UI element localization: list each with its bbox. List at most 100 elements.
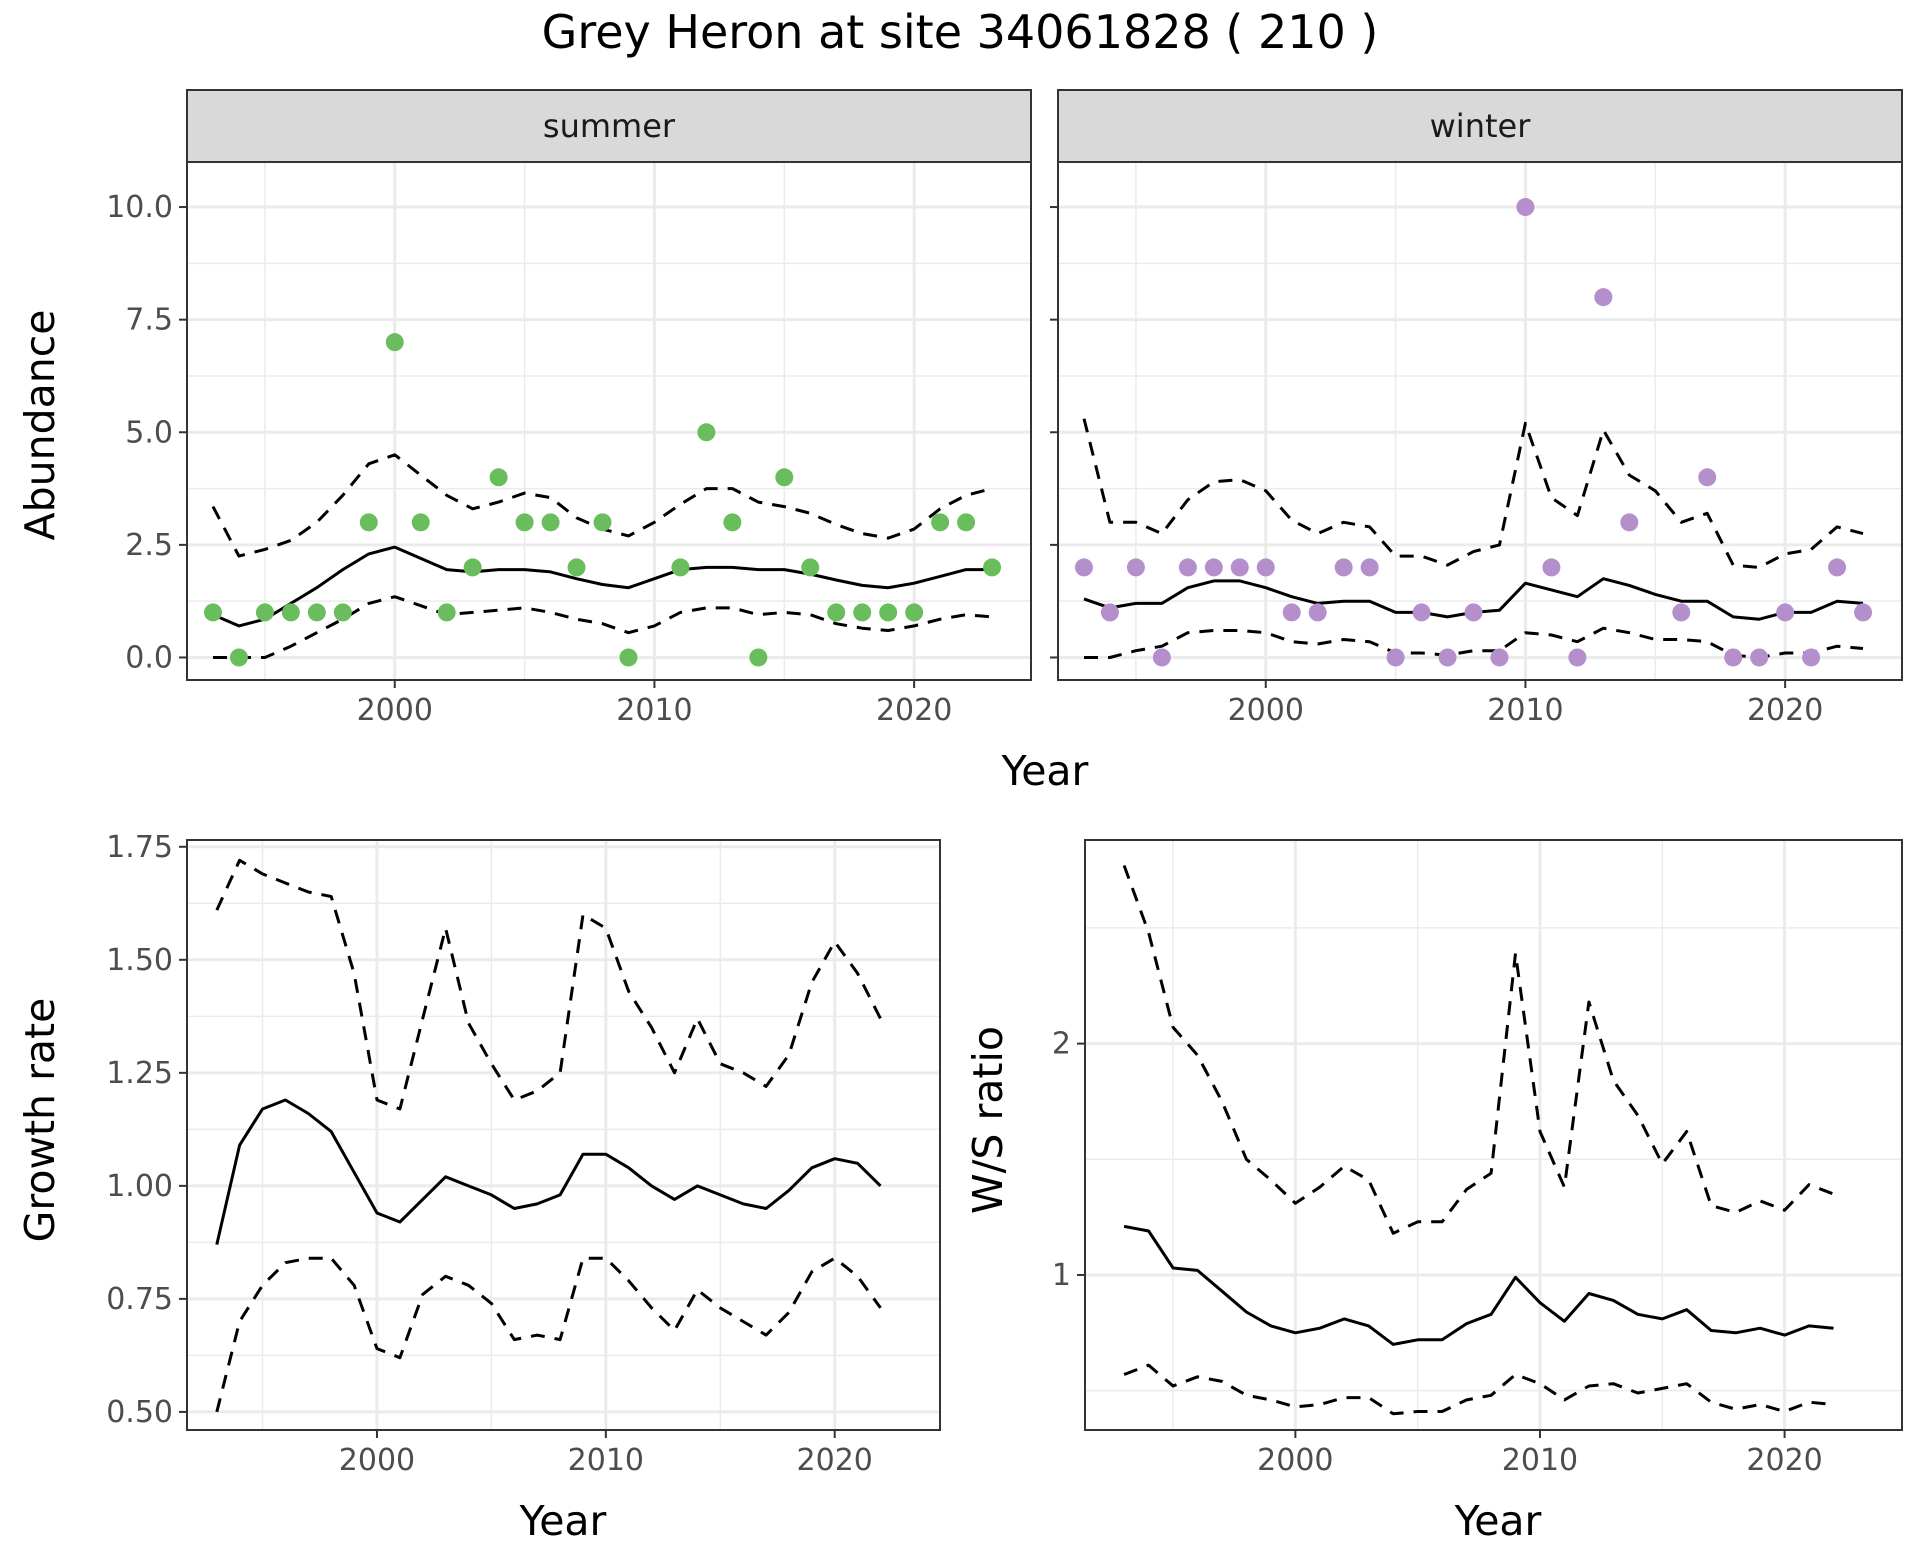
summer-x-tick-label: 2020 xyxy=(876,693,952,728)
winter-data-point xyxy=(1854,603,1873,622)
summer-data-point xyxy=(801,558,820,577)
plot-summer: 2000 2010 2020 0.0 2.5 5.0 7.5 10.0 xyxy=(106,161,1032,728)
growth-x-tick-label: 2000 xyxy=(339,1443,415,1478)
summer-data-point xyxy=(593,513,612,532)
winter-data-point xyxy=(1152,648,1171,667)
winter-lower-band-line xyxy=(1084,626,1864,659)
winter-data-point xyxy=(1672,603,1691,622)
panel-ws-ratio: 2000 2010 2020 1 2 xyxy=(1052,839,1903,1478)
summer-x-tick-label: 2010 xyxy=(616,693,692,728)
growth-y-tick-label: 0.75 xyxy=(106,1282,173,1317)
winter-data-point xyxy=(1230,558,1249,577)
summer-y-tick-label: 7.5 xyxy=(125,303,173,338)
strip-winter xyxy=(1057,89,1903,163)
summer-data-point xyxy=(333,603,352,622)
abundance-y-axis-label: Abundance xyxy=(16,310,64,541)
panel-winter: winter 2000 2010 2020 xyxy=(1050,89,1903,728)
plot-winter: 2000 2010 2020 xyxy=(1050,161,1903,728)
summer-data-point xyxy=(671,558,690,577)
growth-y-tick-label: 1.75 xyxy=(106,830,173,865)
growth-y-tick-label: 1.00 xyxy=(106,1169,173,1204)
ws_ratio-x-tick-label: 2010 xyxy=(1502,1443,1578,1478)
summer-data-point xyxy=(307,603,326,622)
summer-data-point xyxy=(359,513,378,532)
winter-data-point xyxy=(1308,603,1327,622)
summer-data-point xyxy=(775,468,794,487)
winter-data-point xyxy=(1126,558,1145,577)
summer-y-tick-label: 10.0 xyxy=(106,190,173,225)
summer-data-point xyxy=(489,468,508,487)
winter-data-point xyxy=(1412,603,1431,622)
winter-panel-border xyxy=(1057,161,1903,681)
winter-data-point xyxy=(1828,558,1847,577)
winter-data-point xyxy=(1438,648,1457,667)
summer-data-point xyxy=(827,603,846,622)
abundance-x-axis-label: Year xyxy=(1001,747,1089,795)
winter-data-point xyxy=(1802,648,1821,667)
summer-data-point xyxy=(229,648,248,667)
growth-y-axis-label: Growth rate xyxy=(16,998,64,1243)
ws_ratio-x-tick-label: 2020 xyxy=(1746,1443,1822,1478)
ws_ratio-y-tick-label: 2 xyxy=(1052,1027,1071,1062)
winter-data-point xyxy=(1256,558,1275,577)
ws_ratio-panel-border xyxy=(1084,839,1903,1431)
summer-data-point xyxy=(437,603,456,622)
summer-data-point xyxy=(255,603,274,622)
growth-upper-band-line xyxy=(215,858,882,1111)
summer-upper-band-line xyxy=(211,453,993,558)
winter-data-point xyxy=(1204,558,1223,577)
summer-data-point xyxy=(203,603,222,622)
growth-lower-band-line xyxy=(215,1256,882,1413)
summer-data-point xyxy=(463,558,482,577)
plot-ws: 2000 2010 2020 1 2 xyxy=(1052,839,1903,1478)
ws_ratio-lower-band-line xyxy=(1123,1363,1834,1416)
summer-y-tick-label: 2.5 xyxy=(125,528,173,563)
summer-data-point xyxy=(541,513,560,532)
summer-data-point xyxy=(749,648,768,667)
strip-summer xyxy=(186,89,1032,163)
summer-data-point xyxy=(515,513,534,532)
growth-x-tick-label: 2020 xyxy=(797,1443,873,1478)
winter-data-point xyxy=(1594,288,1613,307)
winter-data-point xyxy=(1282,603,1301,622)
winter-data-point xyxy=(1178,558,1197,577)
growth-y-tick-label: 0.50 xyxy=(106,1395,173,1430)
figure-title: Grey Heron at site 34061828 ( 210 ) xyxy=(542,5,1379,59)
growth-x-tick-label: 2010 xyxy=(568,1443,644,1478)
growth-panel-border xyxy=(186,839,941,1431)
winter-data-point xyxy=(1542,558,1561,577)
winter-data-point xyxy=(1464,603,1483,622)
summer-x-tick-label: 2000 xyxy=(357,693,433,728)
winter-data-point xyxy=(1724,648,1743,667)
ws_ratio-upper-band-line xyxy=(1122,864,1835,1235)
winter-data-point xyxy=(1386,648,1405,667)
ws-y-axis-label: W/S ratio xyxy=(964,1026,1012,1214)
plot-growth: 2000 2010 2020 0.50 0.75 1.00 1.25 1.50 1.75 xyxy=(106,830,941,1478)
winter-data-point xyxy=(1074,558,1093,577)
summer-data-point xyxy=(567,558,586,577)
summer-data-point xyxy=(411,513,430,532)
growth-x-axis-label: Year xyxy=(519,1497,607,1545)
growth-y-tick-label: 1.25 xyxy=(106,1056,173,1091)
panel-summer: summer 2000 2010 2020 0.0 2.5 5.0 7.5 10.0 xyxy=(106,89,1032,728)
summer-y-tick-label: 5.0 xyxy=(125,415,173,450)
winter-data-point xyxy=(1620,513,1639,532)
winter-data-point xyxy=(1360,558,1379,577)
summer-lower-band-line xyxy=(213,595,993,659)
growth-y-tick-label: 1.50 xyxy=(106,943,173,978)
winter-data-point xyxy=(1568,648,1587,667)
summer-data-point xyxy=(853,603,872,622)
winter-data-point xyxy=(1750,648,1769,667)
summer-y-tick-label: 0.0 xyxy=(125,640,173,675)
summer-data-point xyxy=(697,423,716,442)
strip-label-summer: summer xyxy=(543,107,676,145)
winter-x-tick-label: 2010 xyxy=(1487,693,1563,728)
winter-x-tick-label: 2020 xyxy=(1747,693,1823,728)
growth-fit-line xyxy=(215,1098,882,1245)
winter-data-point xyxy=(1516,198,1535,217)
summer-panel-border xyxy=(186,161,1032,681)
winter-data-point xyxy=(1776,603,1795,622)
winter-data-point xyxy=(1490,648,1509,667)
ws_ratio-y-tick-label: 1 xyxy=(1052,1258,1071,1293)
